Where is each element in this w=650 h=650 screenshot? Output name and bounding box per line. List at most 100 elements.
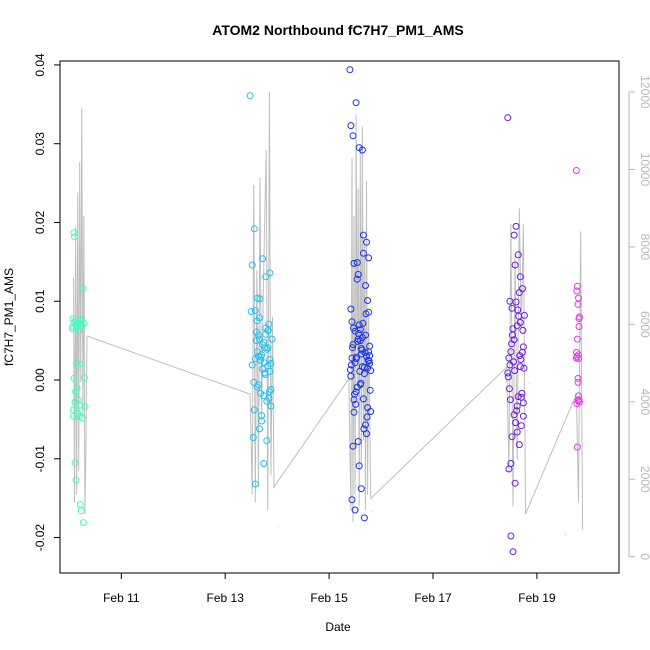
data-point (512, 419, 520, 427)
data-point (357, 485, 365, 493)
data-point (262, 273, 270, 281)
data-point (364, 297, 372, 304)
x-tick-label: Feb 15 (310, 591, 348, 605)
data-point (77, 317, 85, 325)
data-point (518, 389, 526, 397)
data-point (511, 367, 519, 375)
data-point (366, 386, 374, 394)
data-point (573, 443, 581, 451)
y-axis: -0.02 -0.01 0.00 0.01 0.02 0.03 0.04 (33, 53, 61, 551)
data-point (359, 395, 367, 403)
y-tick-label: 0.00 (33, 368, 47, 392)
data-point (250, 225, 258, 233)
data-point (264, 344, 272, 352)
data-point (248, 261, 256, 269)
data-point (519, 412, 527, 420)
x-tick-label: Feb 11 (103, 591, 140, 605)
data-point (511, 479, 519, 487)
data-point (354, 271, 362, 278)
data-point (349, 341, 357, 349)
data-point (573, 352, 581, 360)
data-point (359, 319, 367, 327)
data-point (73, 360, 81, 367)
data-point (505, 354, 513, 362)
altitude-series (73, 91, 584, 535)
data-point (78, 414, 86, 422)
data-point (71, 398, 79, 406)
data-point (362, 310, 370, 318)
data-point (72, 476, 80, 484)
data-point (358, 346, 366, 354)
data-point (247, 308, 255, 315)
y-axis-right: 0 2000 4000 6000 8000 10000 12000 (628, 75, 650, 560)
y-tick-label: 0.03 (33, 132, 47, 156)
data-point (256, 425, 263, 433)
data-point (250, 406, 258, 414)
data-point (572, 167, 580, 174)
data-point (350, 259, 358, 267)
data-point (70, 229, 78, 237)
data-point (515, 289, 523, 297)
data-point (574, 374, 582, 382)
data-point (359, 249, 367, 257)
data-point (517, 356, 525, 363)
data-point (515, 441, 523, 449)
data-point (79, 519, 87, 527)
data-point (354, 335, 362, 343)
data-point (507, 460, 515, 467)
data-point (519, 343, 527, 351)
data-point (70, 412, 77, 420)
data-point (358, 146, 366, 154)
data-point (572, 348, 580, 356)
x-tick-label: Feb 19 (518, 591, 556, 605)
data-point (260, 359, 268, 367)
data-point (353, 259, 361, 267)
data-point (514, 306, 522, 314)
data-point (75, 327, 83, 335)
data-point (265, 388, 273, 396)
data-point (513, 322, 521, 330)
y2-tick-label: 0 (638, 553, 650, 560)
data-point (508, 340, 515, 348)
data-point (504, 114, 512, 122)
data-point (257, 353, 265, 361)
data-point (71, 459, 79, 467)
y-tick-label: 0.02 (33, 210, 47, 234)
data-point (358, 363, 366, 371)
y2-tick-label: 2000 (638, 466, 650, 493)
data-point (347, 305, 355, 313)
data-point (519, 326, 527, 334)
plot-box (59, 60, 620, 574)
data-point (353, 275, 361, 283)
data-point (365, 254, 373, 262)
data-point (251, 480, 259, 488)
data-point (260, 460, 268, 467)
data-point (79, 285, 87, 293)
data-point (367, 408, 375, 415)
data-point (352, 388, 360, 396)
data-point (362, 421, 369, 429)
data-point (364, 356, 372, 364)
data-point (264, 326, 272, 334)
data-point (246, 92, 254, 100)
data-point (255, 331, 262, 339)
data-point (573, 287, 581, 295)
data-point (362, 331, 369, 339)
y-axis-label: fC7H7_PM1_AMS (2, 268, 16, 366)
x-axis-label: Date (325, 620, 351, 634)
data-point (513, 428, 521, 436)
data-point (348, 354, 356, 362)
data-point (575, 323, 583, 330)
data-point (510, 411, 518, 419)
data-point (573, 335, 581, 343)
data-point (263, 437, 271, 445)
data-point (347, 361, 355, 369)
data-point (355, 462, 363, 470)
data-point (266, 269, 274, 277)
x-axis: Feb 11 Feb 13 Feb 15 Feb 17 Feb 19 (103, 572, 556, 605)
data-point (260, 392, 268, 400)
altitude-line (73, 91, 584, 530)
data-point (268, 335, 276, 343)
data-point (360, 370, 368, 378)
